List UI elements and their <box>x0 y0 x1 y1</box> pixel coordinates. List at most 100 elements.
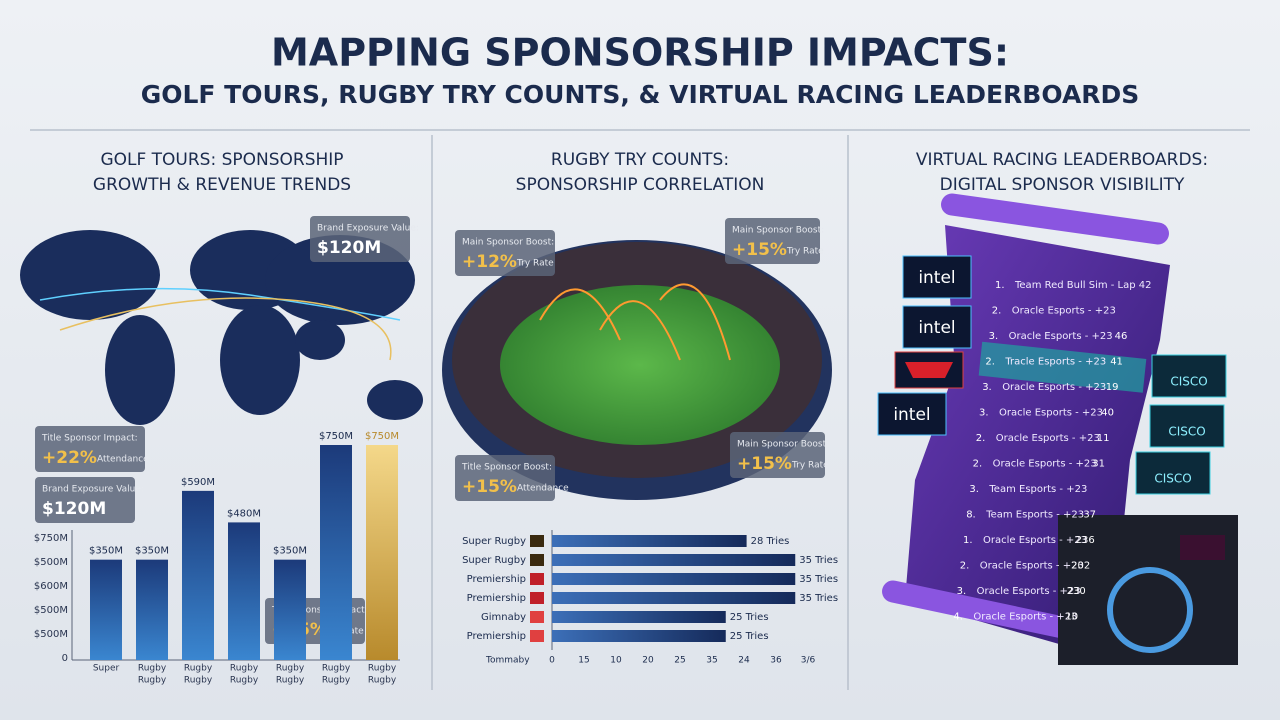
callout-value: +22% <box>42 448 97 468</box>
sponsor-logo-text: CISCO <box>1168 425 1205 439</box>
bar-value-label: $480M <box>227 508 261 519</box>
row-name: Tracle Esports - +23 <box>1004 357 1106 368</box>
row-rank: 2. <box>992 306 1002 317</box>
sponsor-logo <box>1149 404 1225 448</box>
row-rank: 3. <box>957 586 967 597</box>
x-tick-label: 15 <box>578 656 589 666</box>
y-tick-label: Gimnaby <box>481 612 526 623</box>
x-tick-label: 24 <box>738 656 750 666</box>
x-tick-label: Rugby <box>276 664 305 674</box>
row-name: Oracle Esports - +23 <box>999 408 1103 419</box>
y-tick-label: $500M <box>34 605 68 616</box>
callout-label: Title Sponsor Boost: <box>461 463 552 473</box>
row-value: 40 <box>1101 408 1114 419</box>
panel-heading: GROWTH & REVENUE TRENDS <box>93 175 351 195</box>
x-tick-label: Rugby <box>138 676 167 686</box>
axis-title: Tommaby <box>485 656 530 666</box>
callout-box <box>725 218 820 264</box>
callout-value: +12% <box>462 252 517 272</box>
callout-box <box>310 216 410 262</box>
callout-note: Attendance <box>97 455 149 465</box>
row-value: 202 <box>1071 561 1090 572</box>
sponsor-logo <box>877 392 947 436</box>
row-value: 19 <box>1106 382 1119 393</box>
x-tick-label: 20 <box>642 656 654 666</box>
callout-label: Main Sponsor Boost: <box>462 238 554 248</box>
row-name: Oracle Esports - +23 <box>1009 331 1113 342</box>
bar <box>90 559 122 660</box>
x-tick-label: Rugby <box>322 676 351 686</box>
bar-value-label: $350M <box>89 546 123 557</box>
bar-value-label: $750M <box>319 431 353 442</box>
bar-value-label: 35 Tries <box>799 555 838 566</box>
sponsor-logo <box>1151 354 1227 398</box>
row-rank: 2. <box>960 561 970 572</box>
team-logo <box>530 592 544 604</box>
y-tick-label: $750M <box>34 533 68 544</box>
y-tick-label: $500M <box>34 557 68 568</box>
bar-value-label: $590M <box>181 477 215 488</box>
y-tick-label: Premiership <box>467 593 526 604</box>
sponsor-logo-text: intel <box>918 318 955 338</box>
bar-value-label: 25 Tries <box>730 631 769 642</box>
bar-value-label: 35 Tries <box>799 593 838 604</box>
panel-heading: SPONSORSHIP CORRELATION <box>516 175 765 195</box>
callout-box <box>35 477 135 523</box>
x-tick-label: Rugby <box>230 676 259 686</box>
callout-label: Main Sponsor Boost: <box>732 226 824 236</box>
row-value: 236 <box>1076 535 1095 546</box>
callout-value: +15% <box>732 240 787 260</box>
callout-label: Brand Exposure Value: <box>317 224 419 234</box>
row-name: Team Red Bull Sim - Lap 42 <box>1014 280 1152 291</box>
panel-heading: DIGITAL SPONSOR VISIBILITY <box>940 175 1185 195</box>
row-name: Oracle Esports - +23 <box>977 586 1081 597</box>
sponsor-logo <box>1135 451 1211 495</box>
x-tick-label: Super <box>93 664 120 674</box>
y-tick-label: Premiership <box>467 631 526 642</box>
sponsor-logo <box>902 255 972 299</box>
row-value: 10 <box>1065 612 1078 623</box>
row-name: Oracle Esports - +23 <box>996 433 1100 444</box>
sponsor-logo-text: CISCO <box>1154 472 1191 486</box>
x-tick-label: 35 <box>706 656 717 666</box>
row-rank: 8. <box>966 510 976 521</box>
team-logo <box>530 630 544 642</box>
bar <box>552 535 747 547</box>
callout-note: Try Rate <box>516 259 554 269</box>
row-name: Team Esports - +23 <box>988 484 1087 495</box>
sponsor-logo-text: CISCO <box>1170 375 1207 389</box>
bar <box>552 554 796 566</box>
callout-value: $120M <box>317 238 381 258</box>
x-tick-label: 10 <box>610 656 622 666</box>
sponsor-logo <box>902 305 972 349</box>
row-rank: 1. <box>995 280 1005 291</box>
callout-label: Brand Exposure Value: <box>42 485 144 495</box>
callout-box <box>455 230 555 276</box>
row-rank: 1. <box>963 535 973 546</box>
bar <box>182 490 214 660</box>
x-tick-label: Rugby <box>276 676 305 686</box>
callout-label: Title Sponsor Impact: <box>271 606 368 616</box>
x-tick-label: 36 <box>770 656 782 666</box>
x-tick-label: Rugby <box>138 664 167 674</box>
bar-value-label: 25 Tries <box>730 612 769 623</box>
cockpit-image <box>1058 515 1238 665</box>
bar-value-label: $350M <box>273 546 307 557</box>
row-rank: 3. <box>989 331 999 342</box>
y-tick-label: 0 <box>62 653 68 664</box>
callout-value: $120M <box>42 499 106 519</box>
x-tick-label: Rugby <box>368 664 397 674</box>
y-tick-label: Super Rugby <box>462 555 526 566</box>
team-logo <box>530 535 544 547</box>
callout-value: +15% <box>737 454 792 474</box>
row-value: 46 <box>1115 331 1128 342</box>
bar-value-label: $350M <box>135 546 169 557</box>
x-tick-label: Rugby <box>368 676 397 686</box>
row-rank: 2. <box>976 433 986 444</box>
row-rank: 2. <box>973 459 983 470</box>
panel-heading: VIRTUAL RACING LEADERBOARDS: <box>916 150 1208 170</box>
bar-value-label: 35 Tries <box>799 574 838 585</box>
bar-value-label: 28 Tries <box>751 536 790 547</box>
team-logo <box>530 611 544 623</box>
